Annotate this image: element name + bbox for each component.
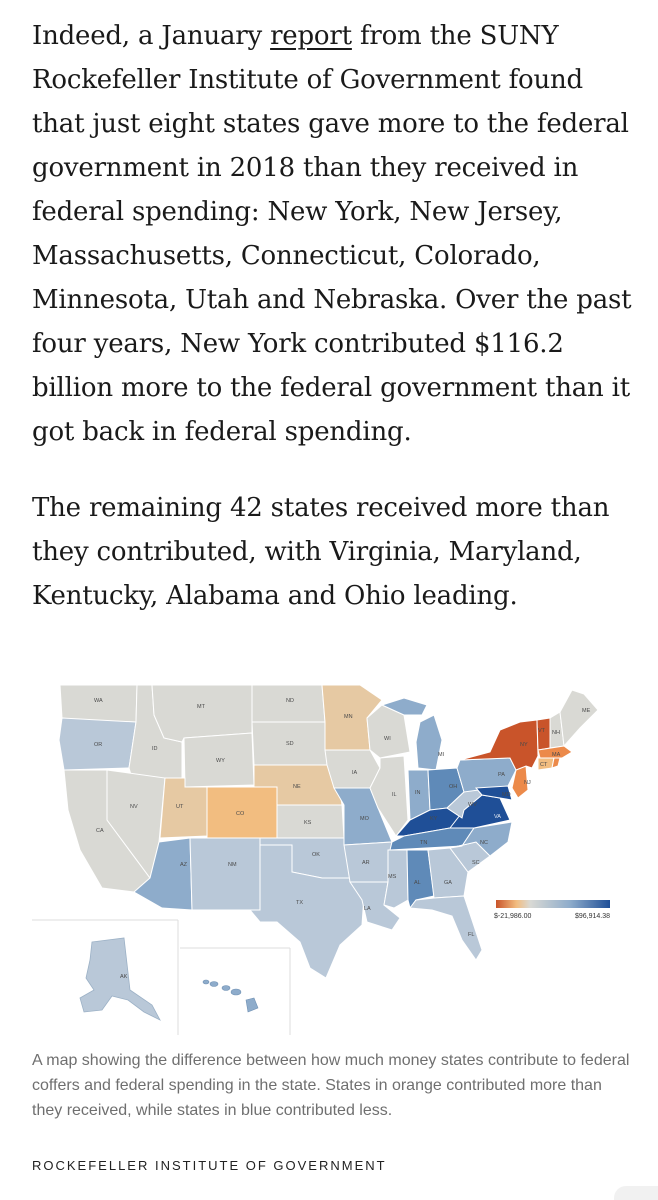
label-id: ID bbox=[152, 746, 158, 752]
state-ut bbox=[159, 777, 208, 839]
label-ak: AK bbox=[120, 974, 128, 980]
state-ak bbox=[79, 937, 161, 1021]
legend-gradient-bar bbox=[496, 900, 610, 908]
label-ca: CA bbox=[96, 828, 104, 834]
label-mo: MO bbox=[360, 816, 370, 822]
label-nh: NH bbox=[552, 730, 560, 736]
state-ny bbox=[459, 719, 539, 771]
state-il bbox=[369, 755, 409, 837]
scroll-corner-tab bbox=[614, 1186, 658, 1200]
label-nj: NJ bbox=[524, 780, 531, 786]
state-vt bbox=[536, 717, 551, 751]
state-fl bbox=[409, 895, 483, 961]
label-fl: FL bbox=[468, 932, 474, 938]
map-caption: A map showing the difference between how… bbox=[32, 1052, 630, 1119]
label-nv: NV bbox=[130, 804, 138, 810]
label-co: CO bbox=[236, 811, 245, 817]
state-hi bbox=[202, 979, 259, 1013]
image-credit: Rockefeller Institute of Government bbox=[32, 1158, 387, 1173]
legend-max-label: $96,914.38 bbox=[575, 913, 610, 920]
label-sd: SD bbox=[286, 741, 294, 747]
label-wy: WY bbox=[216, 758, 225, 764]
label-ms: MS bbox=[388, 874, 397, 880]
label-az: AZ bbox=[180, 862, 188, 868]
label-ma: MA bbox=[552, 752, 561, 758]
state-ri bbox=[551, 757, 561, 769]
legend-min-label: $-21,986.00 bbox=[494, 913, 531, 920]
label-tx: TX bbox=[296, 900, 303, 906]
label-or: OR bbox=[94, 742, 102, 748]
label-ne: NE bbox=[293, 784, 301, 790]
state-ga bbox=[427, 847, 469, 899]
state-nm bbox=[189, 837, 261, 911]
us-map-figure: WA OR CA ID NV MT WY UT AZ CO NM ND SD N… bbox=[32, 660, 628, 1035]
state-me bbox=[559, 689, 599, 748]
label-in: IN bbox=[415, 790, 421, 796]
label-nc: NC bbox=[480, 840, 488, 846]
label-wa: WA bbox=[94, 698, 103, 704]
label-ks: KS bbox=[304, 820, 312, 826]
label-va: VA bbox=[494, 814, 501, 820]
article-paragraph-2: The remaining 42 states received more th… bbox=[32, 493, 610, 611]
label-ok: OK bbox=[312, 852, 320, 858]
label-la: LA bbox=[364, 906, 371, 912]
label-nd: ND bbox=[286, 698, 294, 704]
label-ia: IA bbox=[352, 770, 358, 776]
state-mt bbox=[151, 684, 253, 743]
state-labels: WA OR CA ID NV MT WY UT AZ CO NM ND SD N… bbox=[94, 698, 591, 938]
state-ia bbox=[324, 749, 381, 789]
label-al: AL bbox=[414, 880, 421, 886]
label-tn: TN bbox=[420, 840, 427, 846]
label-ar: AR bbox=[362, 860, 370, 866]
label-ct: CT bbox=[540, 762, 548, 768]
label-wv: WV bbox=[468, 802, 477, 808]
state-tx bbox=[248, 844, 365, 979]
label-mi: MI bbox=[438, 752, 445, 758]
paragraph-text: from the SUNY Rockefeller Institute of G… bbox=[32, 21, 632, 447]
label-ny: NY bbox=[520, 742, 528, 748]
label-vt: VT bbox=[538, 728, 546, 734]
label-ga: GA bbox=[444, 880, 452, 886]
label-pa: PA bbox=[498, 772, 505, 778]
label-md: MD bbox=[502, 792, 511, 798]
state-mi bbox=[415, 714, 443, 771]
label-mn: MN bbox=[344, 714, 353, 720]
label-oh: OH bbox=[449, 784, 457, 790]
state-md bbox=[474, 785, 513, 801]
state-or bbox=[58, 717, 137, 771]
report-link[interactable]: report bbox=[270, 21, 352, 51]
label-mt: MT bbox=[197, 704, 206, 710]
state-ma bbox=[537, 745, 573, 759]
state-mi-up bbox=[380, 697, 428, 716]
paragraph-text: Indeed, a January bbox=[32, 21, 271, 51]
label-sc: SC bbox=[472, 860, 480, 866]
label-il: IL bbox=[392, 792, 397, 798]
label-wi: WI bbox=[384, 736, 391, 742]
label-ut: UT bbox=[176, 804, 184, 810]
label-ky: KY bbox=[430, 816, 438, 822]
article-paragraph-1: Indeed, a January report from the SUNY R… bbox=[32, 14, 632, 454]
label-nm: NM bbox=[228, 862, 237, 868]
us-map: WA OR CA ID NV MT WY UT AZ CO NM ND SD N… bbox=[32, 684, 610, 1035]
label-me: ME bbox=[582, 708, 591, 714]
